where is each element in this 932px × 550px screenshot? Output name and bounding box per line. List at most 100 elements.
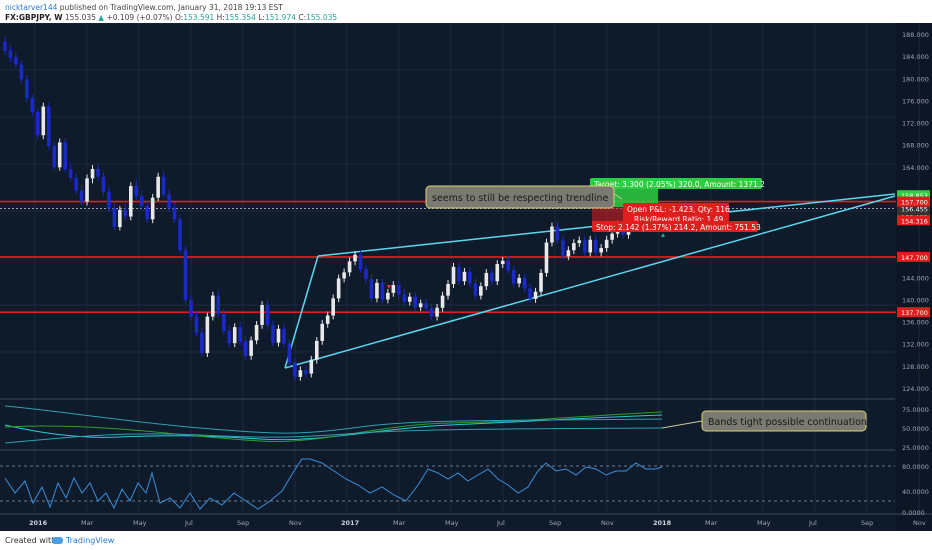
candle-body[interactable] <box>74 177 78 191</box>
candle-body[interactable] <box>14 57 18 65</box>
candle-body[interactable] <box>397 285 401 295</box>
candle-body[interactable] <box>172 208 177 220</box>
chart-canvas[interactable]: Target: 3.300 (2.05%) 320.0, Amount: 137… <box>0 23 932 531</box>
candle-body[interactable] <box>429 308 434 317</box>
position-tool[interactable]: Target: 3.300 (2.05%) 320.0, Amount: 137… <box>590 178 765 232</box>
candle-body[interactable] <box>205 316 210 354</box>
candle-body[interactable] <box>221 313 226 331</box>
candle-body[interactable] <box>358 254 363 270</box>
oscillator-axis[interactable]: 75.0000 50.0000 25.0000 80.0000 40.0000 0.000… <box>902 406 929 517</box>
candle-body[interactable] <box>96 168 100 177</box>
candle-body[interactable] <box>232 327 237 344</box>
candle-body[interactable] <box>52 145 57 168</box>
candle-body[interactable] <box>451 266 456 284</box>
candle-body[interactable] <box>413 296 418 308</box>
candle-body[interactable] <box>424 303 428 309</box>
trendline-rising-bottom[interactable] <box>284 195 896 369</box>
candle-body[interactable] <box>249 340 253 356</box>
candle-body[interactable] <box>375 282 379 299</box>
candle-body[interactable] <box>495 264 500 282</box>
candle-body[interactable] <box>588 239 593 253</box>
candle-body[interactable] <box>304 370 308 374</box>
candle-body[interactable] <box>129 186 133 217</box>
candle-body[interactable] <box>156 176 160 198</box>
candle-body[interactable] <box>145 206 150 220</box>
candle-body[interactable] <box>167 194 171 209</box>
candle-body[interactable] <box>539 272 543 292</box>
author-link[interactable]: nicktarver144 <box>5 3 58 12</box>
candle-body[interactable] <box>604 239 609 249</box>
candle-body[interactable] <box>550 226 554 243</box>
candle-body[interactable] <box>183 250 188 301</box>
candle-body[interactable] <box>79 190 84 202</box>
candle-body[interactable] <box>533 291 538 299</box>
candle-body[interactable] <box>314 340 319 360</box>
candle-body[interactable] <box>200 332 204 354</box>
candle-body[interactable] <box>380 282 385 300</box>
candle-body[interactable] <box>112 208 117 228</box>
candle-body[interactable] <box>610 233 614 240</box>
candle-body[interactable] <box>107 191 111 209</box>
candle-body[interactable] <box>63 142 67 170</box>
candle-body[interactable] <box>3 41 7 51</box>
candle-body[interactable] <box>118 209 122 228</box>
candle-body[interactable] <box>457 266 461 282</box>
candle-body[interactable] <box>473 283 478 296</box>
candle-body[interactable] <box>402 294 407 302</box>
candle-body[interactable] <box>282 328 286 344</box>
candle-body[interactable] <box>216 295 221 314</box>
price-axis[interactable]: 188.000 184.000 180.000 176.000 172.000 168.0… <box>902 31 929 393</box>
candle-body[interactable] <box>479 286 483 296</box>
candle-body[interactable] <box>260 305 264 325</box>
candle-body[interactable] <box>462 271 467 282</box>
candle-body[interactable] <box>506 260 510 271</box>
candle-body[interactable] <box>517 277 521 284</box>
candle-body[interactable] <box>101 176 106 192</box>
candle-body[interactable] <box>150 197 155 220</box>
candle-body[interactable] <box>254 324 259 341</box>
candle-body[interactable] <box>369 279 374 299</box>
candle-body[interactable] <box>446 283 450 296</box>
candle-body[interactable] <box>511 270 516 284</box>
candle-body[interactable] <box>139 196 144 207</box>
candle-body[interactable] <box>435 307 439 317</box>
candle-body[interactable] <box>331 298 335 316</box>
candle-body[interactable] <box>528 288 532 299</box>
candle-body[interactable] <box>468 271 472 284</box>
candle-body[interactable] <box>320 323 325 341</box>
candle-body[interactable] <box>161 176 166 195</box>
candle-body[interactable] <box>298 370 303 377</box>
candle-body[interactable] <box>582 240 587 253</box>
candle-body[interactable] <box>68 169 73 178</box>
candle-body[interactable] <box>418 303 423 308</box>
candle-body[interactable] <box>30 98 35 113</box>
candle-body[interactable] <box>561 240 565 257</box>
candle-body[interactable] <box>325 315 330 324</box>
candle-body[interactable] <box>336 278 341 299</box>
time-axis[interactable]: 2016 Mar May Jul Sep Nov 2017 Mar May Jul Sep Nov 20… <box>29 519 926 527</box>
candle-body[interactable] <box>271 325 275 343</box>
candle-body[interactable] <box>500 260 505 265</box>
candle-body[interactable] <box>555 226 560 241</box>
candle-body[interactable] <box>572 243 576 251</box>
candle-body[interactable] <box>90 168 95 179</box>
candle-body[interactable] <box>41 106 46 136</box>
candle-body[interactable] <box>599 248 603 253</box>
candle-body[interactable] <box>489 272 494 282</box>
symbol-label[interactable]: FX:GBPJPY, W <box>5 13 63 22</box>
candle-body[interactable] <box>265 305 270 326</box>
candle-body[interactable] <box>577 240 582 244</box>
candle-body[interactable] <box>522 277 527 289</box>
bands-note-box[interactable] <box>701 410 867 432</box>
candle-body[interactable] <box>57 142 62 168</box>
candle-body[interactable] <box>25 79 29 99</box>
candle-body[interactable] <box>194 316 199 333</box>
trend-note-box[interactable] <box>425 185 615 209</box>
candle-body[interactable] <box>178 219 182 251</box>
candle-body[interactable] <box>123 209 128 217</box>
candle-body[interactable] <box>211 295 215 317</box>
candle-body[interactable] <box>484 272 489 287</box>
candle-body[interactable] <box>391 285 396 293</box>
candle-body[interactable] <box>287 343 292 363</box>
candle-body[interactable] <box>276 328 281 343</box>
